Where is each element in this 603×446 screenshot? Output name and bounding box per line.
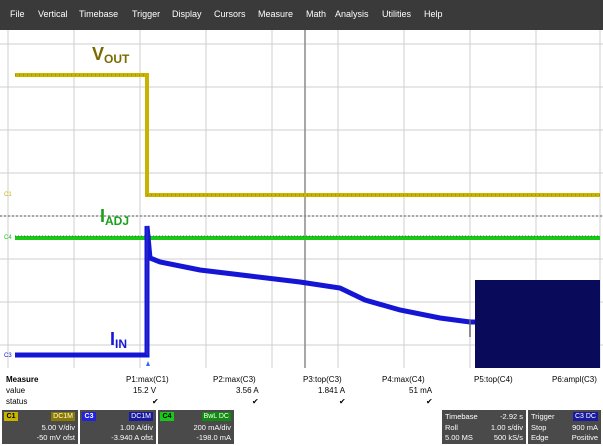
menu-vertical[interactable]: Vertical — [38, 9, 68, 19]
c3-edge-label: C3 — [4, 353, 12, 359]
iadj-label: IADJ — [100, 206, 130, 228]
iin-trace — [15, 225, 475, 358]
p5-name[interactable]: P5:top(C4) — [474, 375, 513, 384]
p6-name[interactable]: P6:ampl(C3) — [552, 375, 597, 384]
p3-status-check-icon: ✔ — [339, 397, 346, 406]
p1-status-check-icon: ✔ — [152, 397, 159, 406]
c1-offset: -50 mV ofst — [36, 433, 75, 442]
menu-timebase[interactable]: Timebase — [79, 9, 119, 19]
vout-trace — [15, 73, 600, 197]
p2-name[interactable]: P2:max(C3) — [213, 375, 256, 384]
c4-edge-label: C4 — [4, 235, 12, 241]
vout-label: VOUT — [92, 44, 130, 66]
iin-dense-block — [475, 280, 600, 368]
c3-coupling-chip: DC1M — [129, 412, 153, 421]
measure-heading: Measure — [6, 375, 39, 384]
c1-tag: C1 — [4, 412, 18, 421]
c4-offset: -198.0 mA — [196, 433, 231, 442]
menu-cursors[interactable]: Cursors — [214, 9, 246, 19]
p2-value: 3.56 A — [236, 386, 259, 395]
timebase-label: Timebase — [445, 412, 478, 421]
trigger-label: Trigger — [531, 412, 555, 421]
timebase-descriptor[interactable]: Timebase -2.92 s Roll 1.00 s/div 5.00 MS… — [442, 410, 526, 444]
timebase-rate: 500 kS/s — [493, 433, 523, 442]
c3-offset: -3.940 A ofst — [111, 433, 153, 442]
c3-vdiv: 1.00 A/div — [120, 423, 153, 432]
p1-name[interactable]: P1:max(C1) — [126, 375, 169, 384]
menu-file[interactable]: File — [10, 9, 25, 19]
menu-math[interactable]: Math — [306, 9, 327, 19]
menu-display[interactable]: Display — [172, 9, 202, 19]
timebase-samples: 5.00 MS — [445, 433, 473, 442]
menu-help[interactable]: Help — [424, 9, 443, 19]
menu-bar: File Vertical Timebase Trigger Display C… — [0, 0, 603, 30]
c4-descriptor[interactable]: C4 BwL DC 200 mA/div -198.0 mA — [158, 410, 234, 444]
trigger-type: Edge — [531, 433, 549, 442]
c1-vdiv: 5.00 V/div — [41, 423, 75, 432]
iin-label: IIN — [110, 329, 128, 351]
menu-analysis[interactable]: Analysis — [335, 9, 369, 19]
p3-name[interactable]: P3:top(C3) — [303, 375, 342, 384]
center-axis — [0, 30, 603, 368]
trigger-marker-icon — [146, 361, 150, 366]
trigger-source-chip: C3 DC — [572, 412, 598, 421]
p1-value: 15.2 V — [133, 386, 157, 395]
c4-coupling-chip: BwL DC — [201, 412, 231, 421]
p2-status-check-icon: ✔ — [252, 397, 259, 406]
trigger-state: Stop — [531, 423, 547, 432]
trigger-descriptor[interactable]: Trigger C3 DC Stop 900 mA Edge Positive — [528, 410, 601, 444]
measure-row-value-label: value — [6, 386, 26, 395]
vout-trace-fine — [15, 74, 600, 196]
c1-edge-label: C1 — [4, 192, 12, 198]
menu-measure[interactable]: Measure — [258, 9, 294, 19]
descriptor-bar: C1 DC1M 5.00 V/div -50 mV ofst C3 DC1M 1… — [0, 408, 603, 446]
p4-name[interactable]: P4:max(C4) — [382, 375, 425, 384]
measure-table[interactable]: Measure value status P1:max(C1) 15.2 V ✔… — [0, 372, 603, 410]
menu-trigger[interactable]: Trigger — [132, 9, 161, 19]
timebase-tdiv: 1.00 s/div — [490, 423, 523, 432]
timebase-mode: Roll — [445, 423, 458, 432]
grid-lines — [0, 30, 603, 368]
menu-utilities[interactable]: Utilities — [382, 9, 412, 19]
waveform-svg: C1 C4 C3 — [0, 30, 603, 368]
p4-value: 51 mA — [409, 386, 433, 395]
measure-row-status-label: status — [6, 397, 28, 406]
waveform-grid[interactable]: C1 C4 C3 VOUT IADJ IIN — [0, 30, 603, 368]
c3-descriptor[interactable]: C3 DC1M 1.00 A/div -3.940 A ofst — [80, 410, 156, 444]
c4-vdiv: 200 mA/div — [193, 423, 231, 432]
trigger-slope: Positive — [571, 433, 598, 442]
c3-tag: C3 — [82, 412, 96, 421]
p3-value: 1.841 A — [318, 386, 346, 395]
p4-status-check-icon: ✔ — [426, 397, 433, 406]
c1-coupling-chip: DC1M — [51, 412, 75, 421]
timebase-delay: -2.92 s — [500, 412, 523, 421]
c1-descriptor[interactable]: C1 DC1M 5.00 V/div -50 mV ofst — [2, 410, 78, 444]
c4-tag: C4 — [160, 412, 174, 421]
trigger-level: 900 mA — [572, 423, 598, 432]
